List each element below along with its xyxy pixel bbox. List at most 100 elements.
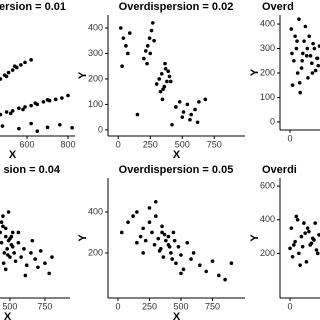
- point: [141, 226, 145, 231]
- point: [165, 79, 169, 84]
- point: [60, 96, 64, 100]
- y-axis-label: Y: [77, 71, 89, 79]
- panel-title: Overdi: [262, 164, 297, 176]
- point: [191, 251, 196, 255]
- point: [5, 247, 9, 251]
- panel-title: Overdispersion = 0.05: [119, 164, 234, 176]
- point: [29, 121, 33, 126]
- point: [154, 82, 159, 86]
- point: [33, 101, 38, 105]
- point: [47, 271, 51, 276]
- y-axis-label: Y: [77, 234, 89, 242]
- point: [299, 234, 304, 239]
- point: [229, 261, 234, 265]
- point: [124, 44, 128, 48]
- point: [45, 98, 50, 102]
- point: [298, 263, 302, 267]
- y-axis-label: Y: [249, 234, 261, 242]
- point: [153, 199, 158, 204]
- point: [17, 126, 21, 131]
- point: [0, 77, 3, 81]
- point: [317, 44, 320, 48]
- point: [126, 51, 130, 56]
- point: [19, 63, 23, 67]
- point: [297, 251, 301, 256]
- point: [33, 257, 37, 261]
- point: [3, 226, 8, 231]
- y-tick-label: 300: [88, 48, 103, 58]
- point: [121, 36, 126, 40]
- panel-title: sion = 0.04: [3, 164, 60, 176]
- point: [198, 263, 202, 268]
- x-tick-label: 0: [287, 133, 292, 143]
- point: [197, 100, 201, 104]
- point: [160, 224, 164, 229]
- point: [171, 230, 176, 235]
- point: [153, 214, 158, 218]
- point: [160, 97, 165, 102]
- point: [167, 74, 172, 79]
- point: [8, 111, 13, 116]
- y-tick-label: 300: [260, 43, 275, 53]
- point: [0, 124, 5, 128]
- point: [223, 277, 227, 282]
- point: [306, 76, 310, 80]
- point: [24, 263, 29, 268]
- point: [12, 64, 17, 69]
- y-tick-label: 400: [88, 206, 103, 216]
- point: [294, 46, 299, 51]
- point: [148, 51, 153, 56]
- point: [120, 64, 124, 69]
- point: [163, 61, 167, 66]
- point: [170, 122, 174, 127]
- point: [299, 66, 304, 70]
- point: [135, 112, 140, 117]
- point: [300, 58, 304, 63]
- x-tick-label: 250: [142, 301, 157, 311]
- point: [310, 71, 315, 75]
- point: [301, 51, 305, 56]
- point: [170, 257, 174, 261]
- y-tick-label: 100: [260, 92, 275, 102]
- point: [12, 251, 16, 255]
- point: [160, 230, 164, 235]
- point: [303, 231, 307, 236]
- point: [172, 238, 177, 243]
- point: [156, 236, 161, 241]
- point: [159, 72, 164, 76]
- point: [66, 93, 70, 98]
- point: [13, 259, 18, 263]
- point: [0, 220, 4, 225]
- point: [166, 234, 171, 239]
- point: [1, 214, 5, 218]
- x-tick-label: 0: [116, 139, 121, 149]
- point: [163, 66, 168, 71]
- point: [43, 261, 47, 265]
- point: [145, 44, 150, 48]
- point: [29, 251, 33, 255]
- point: [150, 230, 154, 235]
- point: [142, 56, 146, 61]
- point: [292, 58, 296, 63]
- point: [143, 238, 148, 243]
- point: [70, 126, 74, 130]
- point: [138, 234, 143, 239]
- point: [143, 49, 148, 53]
- point: [302, 221, 306, 225]
- point: [174, 105, 178, 109]
- point: [302, 39, 306, 43]
- point: [119, 230, 124, 235]
- point: [210, 259, 215, 263]
- point: [292, 243, 296, 247]
- point: [317, 233, 320, 237]
- point: [181, 110, 186, 114]
- point: [17, 106, 21, 111]
- point: [174, 261, 178, 265]
- x-tick-label: 750: [207, 139, 222, 149]
- point: [216, 273, 221, 278]
- point: [166, 69, 170, 74]
- panel-title: Overd: [262, 1, 294, 13]
- point: [6, 253, 10, 257]
- point: [157, 77, 162, 81]
